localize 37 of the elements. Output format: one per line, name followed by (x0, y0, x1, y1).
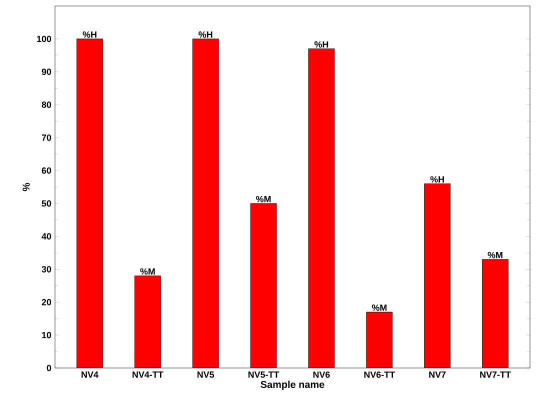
annotation: %M (488, 252, 502, 258)
bar (424, 184, 451, 368)
x-tick-label: NV6 (313, 372, 330, 378)
x-tick-label: NV4-TT (132, 372, 164, 378)
y-tick-label: 70 (42, 134, 52, 141)
x-tick-label: NV5-TT (248, 372, 280, 378)
annotation: %H (82, 31, 96, 38)
bar (366, 312, 393, 368)
x-tick-label: NV4 (82, 372, 98, 378)
annotation: %H (198, 31, 212, 38)
y-tick-label: 50 (42, 200, 52, 207)
annotation: %M (256, 196, 271, 202)
x-tick-label: NV7 (429, 372, 446, 378)
bar (482, 259, 508, 368)
annotation: %H (314, 41, 328, 48)
y-tick-label: 60 (42, 167, 52, 174)
annotation: %M (140, 268, 155, 275)
bar (192, 38, 219, 368)
x-tick-label: NV6-TT (364, 372, 395, 378)
y-axis-title: % (22, 182, 30, 192)
y-tick-label: 100 (37, 36, 52, 42)
annotation: %H (430, 176, 444, 183)
y-tick-label: 40 (42, 233, 52, 240)
bar (250, 203, 277, 368)
y-tick-label: 90 (42, 68, 52, 75)
bar (76, 38, 103, 368)
bar (308, 48, 335, 368)
x-tick-label: NV5 (197, 372, 214, 378)
x-axis-title: Sample name (260, 380, 324, 390)
y-tick-label: 10 (42, 332, 52, 338)
y-tick-label: 30 (42, 266, 52, 272)
annotation: %M (372, 304, 387, 311)
y-tick-label: 20 (42, 299, 52, 306)
x-tick-label: NV7-TT (480, 372, 511, 378)
y-tick-label: 80 (42, 102, 52, 108)
y-tick-label: 0 (46, 364, 52, 372)
bar (134, 276, 161, 368)
